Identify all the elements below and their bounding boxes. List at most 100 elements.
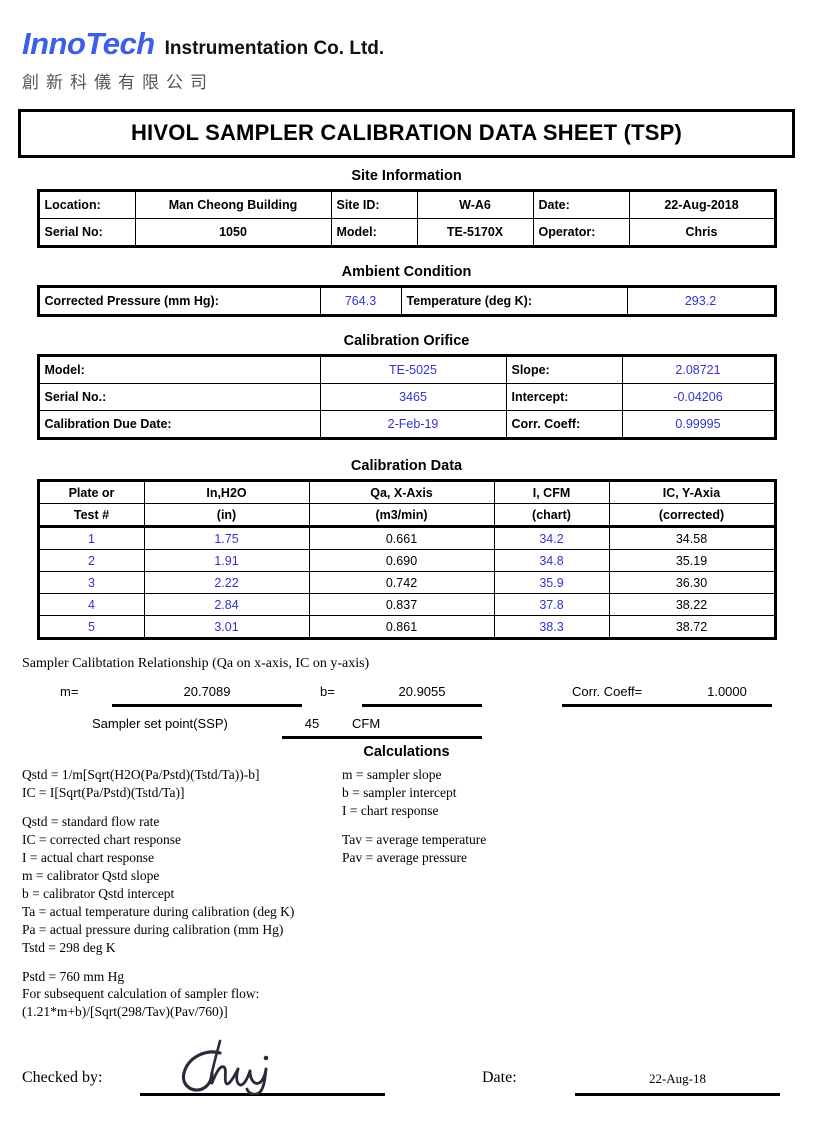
formula-line: m = calibrator Qstd slope bbox=[22, 867, 160, 883]
m-value: 20.7089 bbox=[183, 684, 231, 699]
formula-line: For subsequent calculation of sampler fl… bbox=[22, 986, 260, 1002]
sampler-set-point-row: Sampler set point(SSP) 45 CFM bbox=[22, 712, 782, 740]
section-heading-calibration-data: Calibration Data bbox=[350, 458, 463, 474]
formula-line: (1.21*m+b)/[Sqrt(298/Tav)(Pav/760)] bbox=[22, 1004, 228, 1020]
b-label: b= bbox=[320, 684, 335, 699]
cell-qa: 0.690 bbox=[308, 549, 495, 572]
signature-image bbox=[162, 1039, 362, 1096]
section-heading-site-information: Site Information bbox=[351, 168, 462, 184]
cell-i-cfm: 35.9 bbox=[493, 571, 610, 594]
formula-line: IC = I[Sqrt(Pa/Pstd)(Tstd/Ta)] bbox=[22, 784, 185, 800]
orifice-intercept-label: Intercept: bbox=[505, 383, 623, 411]
cell-ic: 34.58 bbox=[608, 526, 776, 550]
section-heading-ambient-condition: Ambient Condition bbox=[341, 264, 472, 280]
orifice-intercept-value: -0.04206 bbox=[621, 383, 776, 411]
footer-date-value: 22-Aug-18 bbox=[648, 1071, 707, 1086]
cell-i-cfm: 34.2 bbox=[493, 526, 610, 550]
sampler-calibration-relationship: Sampler Calibtation Relationship (Qa on … bbox=[22, 656, 782, 740]
legend-line: Tav = average temperature bbox=[342, 831, 487, 847]
ssp-underline bbox=[282, 736, 482, 739]
serial-no-value: 1050 bbox=[134, 218, 332, 247]
table-row: Corrected Pressure (mm Hg): 764.3 Temper… bbox=[37, 286, 776, 316]
relationship-fields-row: m= 20.7089 b= 20.9055 Corr. Coeff= 1.000… bbox=[22, 678, 782, 712]
orifice-slope-value: 2.08721 bbox=[621, 355, 776, 384]
col-header-qa: Qa, X-Axis bbox=[308, 480, 495, 504]
table-row: 2 1.91 0.690 34.8 35.19 bbox=[37, 549, 776, 572]
orifice-model-value: TE-5025 bbox=[319, 355, 507, 384]
legend-line: b = sampler intercept bbox=[342, 784, 457, 800]
col-subheader-m3min: (m3/min) bbox=[308, 503, 495, 528]
section-heading-calibration-orifice: Calibration Orifice bbox=[343, 333, 470, 349]
cell-test: 1 bbox=[37, 526, 145, 550]
relationship-title: Sampler Calibtation Relationship (Qa on … bbox=[22, 656, 370, 671]
table-row: 3 2.22 0.742 35.9 36.30 bbox=[37, 571, 776, 594]
corrected-pressure-value: 764.3 bbox=[319, 286, 402, 316]
signature-underline bbox=[140, 1093, 385, 1096]
col-subheader-corrected: (corrected) bbox=[608, 503, 776, 528]
b-underline bbox=[362, 704, 482, 707]
formula-line: I = actual chart response bbox=[22, 849, 155, 865]
formula-line: Tstd = 298 deg K bbox=[22, 939, 116, 955]
ssp-value: 45 bbox=[304, 716, 320, 731]
formulas-left-column: Qstd = 1/m[Sqrt(H2O(Pa/Pstd)(Tstd/Ta))-b… bbox=[22, 766, 452, 1021]
col-header-plate: Plate or bbox=[37, 480, 145, 504]
table-row: 1 1.75 0.661 34.2 34.58 bbox=[37, 526, 776, 550]
site-information-table: Location: Man Cheong Building Site ID: W… bbox=[36, 189, 777, 248]
footer-date-underline bbox=[575, 1093, 780, 1096]
site-id-label: Site ID: bbox=[330, 190, 418, 219]
model-label: Model: bbox=[330, 218, 418, 247]
section-heading-calculations: Calculations bbox=[363, 744, 450, 760]
b-value: 20.9055 bbox=[398, 684, 446, 699]
m-underline bbox=[112, 704, 302, 707]
col-subheader-chart: (chart) bbox=[493, 503, 610, 528]
table-header-row-1: Plate or In,H2O Qa, X-Axis I, CFM IC, Y-… bbox=[37, 480, 776, 504]
date-value: 22-Aug-2018 bbox=[628, 190, 776, 219]
table-row: Calibration Due Date: 2-Feb-19 Corr. Coe… bbox=[37, 410, 776, 439]
operator-label: Operator: bbox=[532, 218, 630, 247]
cell-ic: 38.22 bbox=[608, 593, 776, 616]
ssp-unit: CFM bbox=[352, 716, 381, 731]
legend-line: Pav = average pressure bbox=[342, 849, 467, 865]
formulas-block: Qstd = 1/m[Sqrt(H2O(Pa/Pstd)(Tstd/Ta))-b… bbox=[22, 766, 813, 1021]
orifice-due-date-label: Calibration Due Date: bbox=[37, 410, 321, 439]
table-header-row-2: Test # (in) (m3/min) (chart) (corrected) bbox=[37, 503, 776, 528]
orifice-model-label: Model: bbox=[37, 355, 321, 384]
legend-line: m = sampler slope bbox=[342, 767, 442, 782]
company-name-chinese: 創新科儀有限公司 bbox=[22, 73, 214, 93]
orifice-due-date-value: 2-Feb-19 bbox=[319, 410, 507, 439]
location-label: Location: bbox=[37, 190, 136, 219]
cell-test: 4 bbox=[37, 593, 145, 616]
orifice-corr-coeff-label: Corr. Coeff: bbox=[505, 410, 623, 439]
document-title-box: HIVOL SAMPLER CALIBRATION DATA SHEET (TS… bbox=[18, 109, 795, 158]
calibration-orifice-table: Model: TE-5025 Slope: 2.08721 Serial No.… bbox=[36, 354, 777, 440]
cell-in-h2o: 1.91 bbox=[143, 549, 310, 572]
ambient-condition-table: Corrected Pressure (mm Hg): 764.3 Temper… bbox=[36, 285, 777, 317]
date-label: Date: bbox=[532, 190, 630, 219]
temperature-value: 293.2 bbox=[626, 286, 776, 316]
orifice-slope-label: Slope: bbox=[505, 355, 623, 384]
legend-line: I = chart response bbox=[342, 802, 439, 818]
col-subheader-test: Test # bbox=[37, 503, 145, 528]
cell-in-h2o: 2.22 bbox=[143, 571, 310, 594]
cell-test: 2 bbox=[37, 549, 145, 572]
col-header-ic: IC, Y-Axia bbox=[608, 480, 776, 504]
cell-in-h2o: 2.84 bbox=[143, 593, 310, 616]
orifice-corr-coeff-value: 0.99995 bbox=[621, 410, 776, 439]
corrected-pressure-label: Corrected Pressure (mm Hg): bbox=[37, 286, 321, 316]
table-row: 4 2.84 0.837 37.8 38.22 bbox=[37, 593, 776, 616]
ssp-label: Sampler set point(SSP) bbox=[92, 716, 228, 731]
company-logo-text: InnoTech bbox=[22, 26, 155, 61]
formula-line: b = calibrator Qstd intercept bbox=[22, 885, 175, 901]
site-id-value: W-A6 bbox=[416, 190, 534, 219]
formulas-right-column: m = sampler slope b = sampler intercept … bbox=[342, 766, 642, 867]
location-value: Man Cheong Building bbox=[134, 190, 332, 219]
checked-by-label: Checked by: bbox=[22, 1069, 103, 1086]
cell-in-h2o: 3.01 bbox=[143, 615, 310, 639]
table-row: Model: TE-5025 Slope: 2.08721 bbox=[37, 355, 776, 384]
cell-i-cfm: 38.3 bbox=[493, 615, 610, 639]
col-header-i-cfm: I, CFM bbox=[493, 480, 610, 504]
company-header: InnoTech Instrumentation Co. Ltd. 創新科儀有限… bbox=[0, 0, 813, 93]
spacer bbox=[342, 820, 642, 831]
spacer bbox=[22, 957, 452, 968]
